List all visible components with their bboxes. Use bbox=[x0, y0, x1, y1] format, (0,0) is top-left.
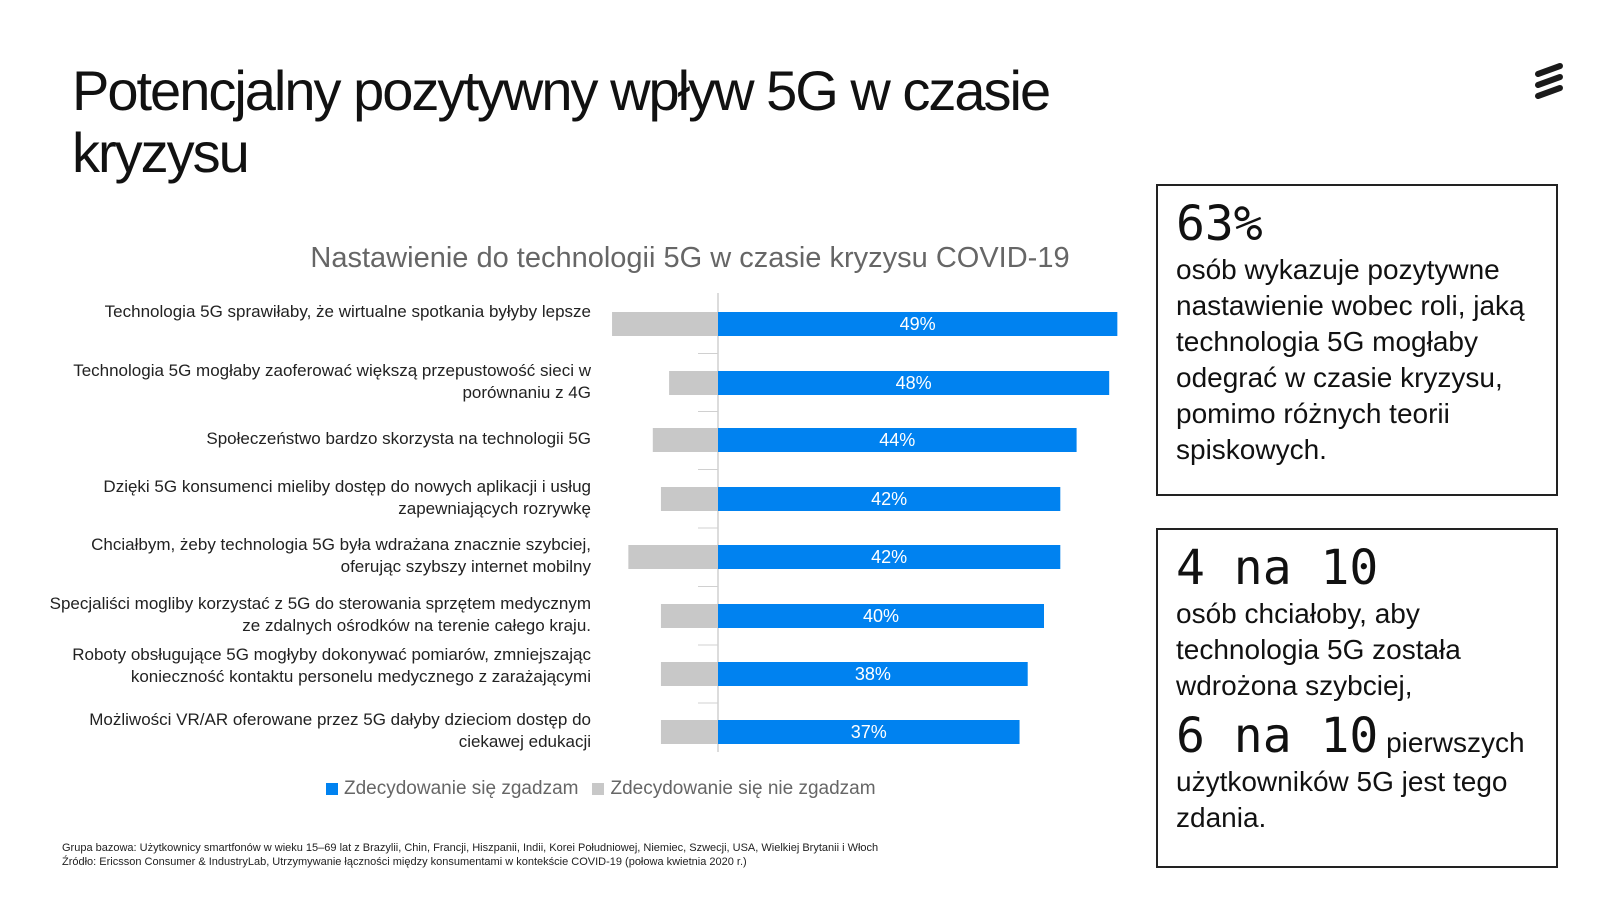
category-label: Roboty obsługujące 5G mogłyby dokonywać … bbox=[72, 645, 591, 687]
category-label: Dzięki 5G konsumenci mieliby dostęp do n… bbox=[103, 477, 591, 518]
category-label: Technologia 5G mogłaby zaoferować większ… bbox=[73, 361, 591, 402]
data-label: 37% bbox=[851, 722, 887, 742]
bar-agree bbox=[718, 662, 1028, 686]
bar-chart: 49% 48% 44% 42% 42% 40% 38% 37% bbox=[612, 293, 1118, 752]
category-label: Możliwości VR/AR oferowane przez 5G dały… bbox=[89, 710, 591, 751]
bar-agree bbox=[718, 720, 1020, 744]
category-label: Chciałbym, żeby technologia 5G była wdra… bbox=[91, 535, 591, 576]
data-label: 38% bbox=[855, 664, 891, 684]
bar-agree bbox=[718, 371, 1110, 395]
ericsson-logo-icon bbox=[1535, 63, 1563, 99]
bar-disagree bbox=[660, 487, 718, 511]
bar-disagree bbox=[628, 545, 718, 569]
bar-disagree bbox=[652, 428, 718, 452]
bar-disagree bbox=[612, 312, 718, 336]
bar-disagree bbox=[660, 604, 718, 628]
stat-text-2b: użytkowników 5G jest tego zdania. bbox=[1176, 766, 1508, 833]
stat-box-63: 63% osób wykazuje pozytywne nastawienie … bbox=[1156, 184, 1558, 496]
stat-text: osób wykazuje pozytywne nastawienie wobe… bbox=[1176, 254, 1525, 465]
bar-disagree bbox=[669, 371, 718, 395]
stat-box-4-10: 4 na 10 osób chciałoby, aby technologia … bbox=[1156, 528, 1558, 868]
legend: Zdecydowanie się zgadzam Zdecydowanie si… bbox=[326, 778, 876, 800]
data-label: 48% bbox=[896, 373, 932, 393]
legend-swatch-agree bbox=[326, 783, 338, 795]
stat-text-2a: pierwszych bbox=[1378, 727, 1525, 758]
category-label: Technologia 5G sprawiłaby, że wirtualne … bbox=[104, 302, 591, 321]
bar-agree bbox=[718, 428, 1077, 452]
bar-agree bbox=[718, 604, 1044, 628]
data-label: 42% bbox=[871, 489, 907, 509]
page-title: Potencjalny pozytywny wpływ 5G w czasie … bbox=[72, 59, 1051, 184]
bar-agree bbox=[718, 545, 1061, 569]
data-label: 49% bbox=[900, 314, 936, 334]
footnote-base: Grupa bazowa: Użytkownicy smartfonów w w… bbox=[62, 842, 879, 854]
bar-disagree bbox=[660, 720, 718, 744]
category-label: Specjaliści mogliby korzystać z 5G do st… bbox=[49, 594, 591, 635]
bar-agree bbox=[718, 487, 1061, 511]
stat-text: osób chciałoby, aby technologia 5G zosta… bbox=[1176, 598, 1461, 701]
category-label: Społeczeństwo bardzo skorzysta na techno… bbox=[206, 429, 591, 448]
data-label: 40% bbox=[863, 606, 899, 626]
data-label: 44% bbox=[879, 430, 915, 450]
legend-disagree: Zdecydowanie się nie zgadzam bbox=[610, 778, 876, 799]
stat-big: 4 na 10 bbox=[1176, 540, 1379, 596]
bar-agree bbox=[718, 312, 1118, 336]
stat-big: 63% bbox=[1176, 196, 1263, 252]
legend-agree: Zdecydowanie się zgadzam bbox=[344, 778, 579, 799]
bar-disagree bbox=[660, 662, 718, 686]
chart-title: Nastawienie do technologii 5G w czasie k… bbox=[310, 242, 1070, 274]
legend-swatch-disagree bbox=[592, 783, 605, 795]
stat-big-2: 6 na 10 bbox=[1176, 708, 1379, 764]
footnote-source: Źródło: Ericsson Consumer & IndustryLab,… bbox=[62, 856, 747, 868]
data-label: 42% bbox=[871, 547, 907, 567]
